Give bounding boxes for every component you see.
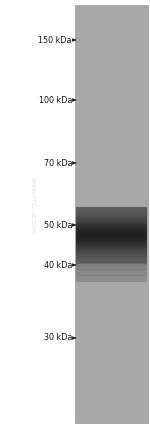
Bar: [76, 279, 147, 280]
Bar: [76, 252, 147, 253]
Bar: [76, 280, 147, 281]
Bar: [76, 240, 147, 241]
Bar: [76, 275, 147, 276]
Bar: [76, 238, 147, 239]
Bar: [76, 241, 147, 242]
Bar: [76, 270, 147, 271]
Text: 50 kDa: 50 kDa: [44, 220, 72, 229]
Bar: [76, 250, 147, 251]
Bar: [76, 234, 147, 235]
Bar: [76, 267, 147, 268]
Bar: [76, 237, 147, 238]
Bar: [76, 222, 147, 223]
Bar: [76, 212, 147, 213]
Bar: [76, 239, 147, 240]
Bar: [76, 263, 147, 264]
Bar: [76, 214, 147, 215]
Bar: [76, 235, 147, 236]
Bar: [76, 258, 147, 259]
Bar: [76, 256, 147, 257]
Bar: [76, 268, 147, 269]
Bar: [76, 261, 147, 262]
Bar: [76, 208, 147, 209]
Bar: [76, 220, 147, 221]
Bar: [76, 246, 147, 247]
Bar: [76, 278, 147, 279]
Bar: [76, 276, 147, 277]
Bar: [76, 280, 147, 281]
Bar: [76, 244, 147, 245]
Text: WWW.PTGLAB.COM: WWW.PTGLAB.COM: [29, 177, 34, 234]
Bar: [76, 264, 147, 265]
Bar: [76, 274, 147, 275]
Bar: [76, 228, 147, 229]
Bar: [76, 224, 147, 225]
Text: 100 kDa: 100 kDa: [39, 95, 72, 104]
Text: 30 kDa: 30 kDa: [44, 333, 72, 342]
Bar: [76, 266, 147, 267]
Bar: [76, 277, 147, 278]
Bar: [76, 269, 147, 270]
Text: 150 kDa: 150 kDa: [39, 36, 72, 45]
Bar: [76, 231, 147, 232]
Bar: [76, 272, 147, 273]
Bar: [76, 255, 147, 256]
Bar: [76, 242, 147, 243]
Bar: [76, 210, 147, 211]
Bar: [76, 263, 147, 264]
Bar: [76, 271, 147, 272]
Bar: [76, 226, 147, 227]
Bar: [76, 243, 147, 244]
Bar: [76, 207, 147, 208]
Bar: [76, 232, 147, 233]
Bar: [76, 211, 147, 212]
Bar: [76, 236, 147, 237]
Bar: [76, 245, 147, 246]
Bar: [76, 215, 147, 216]
Bar: [76, 257, 147, 258]
Bar: [76, 265, 147, 266]
Text: 40 kDa: 40 kDa: [44, 261, 72, 270]
Bar: [76, 274, 147, 275]
Bar: [76, 268, 147, 269]
Bar: [76, 251, 147, 252]
Bar: [75, 5, 148, 423]
Bar: [76, 217, 147, 218]
Bar: [76, 248, 147, 249]
Bar: [76, 230, 147, 231]
Bar: [76, 262, 147, 263]
Text: 70 kDa: 70 kDa: [44, 158, 72, 167]
Bar: [76, 254, 147, 255]
Bar: [76, 233, 147, 234]
Bar: [76, 225, 147, 226]
Bar: [76, 253, 147, 254]
Bar: [76, 249, 147, 250]
Bar: [76, 281, 147, 282]
Bar: [76, 229, 147, 230]
Bar: [76, 219, 147, 220]
Bar: [76, 260, 147, 261]
Bar: [76, 216, 147, 217]
Bar: [76, 259, 147, 260]
Bar: [76, 253, 147, 254]
Bar: [76, 215, 147, 216]
Bar: [76, 221, 147, 222]
Bar: [76, 247, 147, 248]
Bar: [76, 218, 147, 219]
Bar: [76, 209, 147, 210]
Bar: [76, 273, 147, 274]
Bar: [76, 223, 147, 224]
Bar: [76, 258, 147, 259]
Bar: [76, 227, 147, 228]
Bar: [76, 213, 147, 214]
